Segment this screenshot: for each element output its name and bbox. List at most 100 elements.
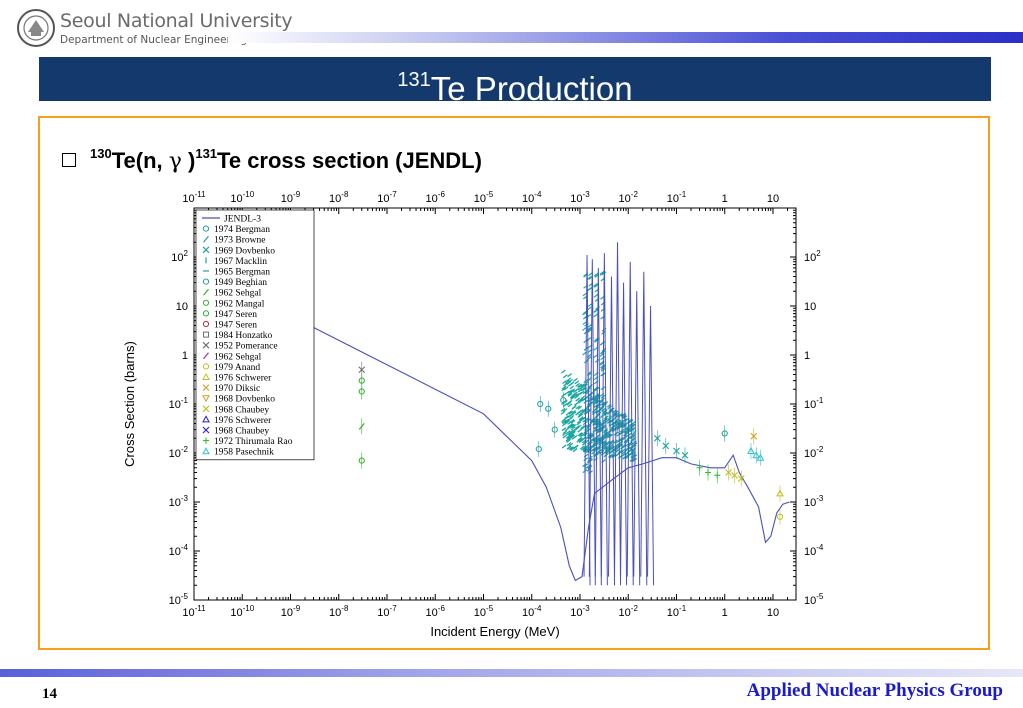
bullet-part-3: Te cross section (JENDL) (217, 148, 482, 173)
data-point (358, 377, 365, 384)
data-point (600, 411, 606, 419)
legend-entry: 1974 Bergman (214, 225, 270, 235)
data-point-browne (625, 447, 631, 452)
data-point (696, 464, 703, 471)
legend-marker (203, 288, 209, 296)
data-point (776, 513, 784, 520)
data-point-browne (583, 406, 589, 411)
data-point-browne (599, 270, 605, 275)
data-point-browne (593, 272, 599, 277)
data-point-browne (575, 405, 581, 410)
y-tick-label-right: 1 (804, 350, 810, 362)
data-point (681, 451, 689, 459)
data-point-browne (586, 276, 592, 280)
x-tick-label-top: 10-11 (182, 190, 206, 205)
data-point (714, 472, 721, 479)
cross-section-chart: 10-1110-1110-1010-1010-910-910-810-810-7… (122, 190, 824, 639)
legend-marker (202, 310, 210, 317)
x-tick-label-top: 10-2 (619, 190, 639, 205)
x-tick-label-bottom: 10-2 (619, 604, 639, 619)
data-point-browne (580, 446, 586, 451)
y-tick-label-right: 10-5 (804, 592, 824, 607)
data-point-browne (628, 419, 634, 424)
data-point-browne (580, 387, 586, 392)
data-point-browne (577, 413, 583, 418)
data-point-browne (567, 392, 573, 397)
data-point-browne (570, 434, 576, 439)
data-point-browne (573, 393, 578, 398)
y-tick-label-right: 10-3 (804, 494, 824, 509)
data-point-browne (577, 419, 582, 424)
data-point (623, 426, 629, 434)
data-point-browne (569, 446, 575, 451)
data-point (358, 422, 365, 430)
data-point (750, 432, 758, 440)
university-seal-icon (17, 9, 55, 47)
data-point-browne (563, 416, 569, 421)
data-point-browne (595, 403, 601, 408)
data-point-browne (630, 454, 636, 459)
x-tick-label-bottom: 10-5 (474, 604, 494, 619)
jendl-resonance (626, 261, 634, 586)
legend-marker (202, 395, 210, 403)
data-point-browne (620, 437, 626, 442)
data-point-browne (567, 413, 573, 418)
jendl-resonance (588, 259, 596, 586)
x-tick-label-bottom: 10 (767, 607, 779, 619)
data-point-browne (580, 383, 586, 388)
data-point-browne (577, 432, 583, 437)
data-point-browne (567, 389, 573, 394)
data-point-browne (576, 424, 582, 429)
x-tick-label-top: 1 (722, 193, 728, 205)
legend-box (195, 209, 315, 461)
y-tick-label-right: 10-1 (804, 396, 824, 411)
data-point-browne (577, 436, 583, 441)
data-point-browne (568, 379, 573, 384)
page-number: 14 (42, 686, 57, 702)
legend-entry: 1947 Seren (214, 310, 257, 320)
data-point-browne (600, 364, 605, 369)
data-point-browne (609, 407, 615, 412)
data-point (606, 415, 612, 423)
data-point (545, 405, 552, 412)
x-tick-label-bottom: 10-1 (667, 604, 687, 619)
data-point-browne (578, 416, 584, 421)
data-point-browne (573, 377, 578, 382)
data-point-browne (574, 387, 579, 392)
data-point-browne (580, 437, 586, 442)
y-tick-label-left: 10-5 (169, 592, 189, 607)
data-point-browne (577, 405, 583, 410)
legend-entry: 1976 Schwerer (214, 416, 272, 426)
x-tick-label-top: 10-3 (570, 190, 590, 205)
data-point (630, 430, 637, 437)
data-point (776, 489, 784, 497)
data-point (673, 447, 680, 455)
data-point-browne (571, 411, 577, 416)
data-point-browne (578, 384, 583, 389)
data-point-browne (568, 442, 574, 447)
data-point-browne (583, 457, 589, 462)
data-point-browne (571, 404, 577, 409)
legend-entry: 1965 Bergman (214, 268, 270, 278)
data-point (752, 451, 761, 459)
header-gradient-bar (228, 32, 1023, 43)
data-point-browne (600, 356, 606, 361)
legend-marker (202, 363, 210, 370)
legend-entry: 1972 Thirumala Rao (214, 437, 293, 447)
data-point-browne (562, 402, 568, 407)
legend-marker (203, 235, 209, 243)
data-point-browne (568, 382, 573, 387)
data-point-browne (564, 427, 570, 432)
data-point-browne (560, 410, 566, 415)
x-tick-label-top: 10-10 (230, 190, 254, 205)
data-point-browne (578, 397, 584, 402)
data-point-browne (567, 423, 573, 428)
data-point-browne (574, 401, 579, 406)
legend-marker (202, 447, 210, 455)
data-point-browne (562, 408, 568, 413)
data-point-browne (597, 400, 603, 405)
gamma-symbol: γ (168, 149, 182, 174)
legend-marker (203, 331, 209, 338)
jendl-resonance (633, 291, 641, 586)
